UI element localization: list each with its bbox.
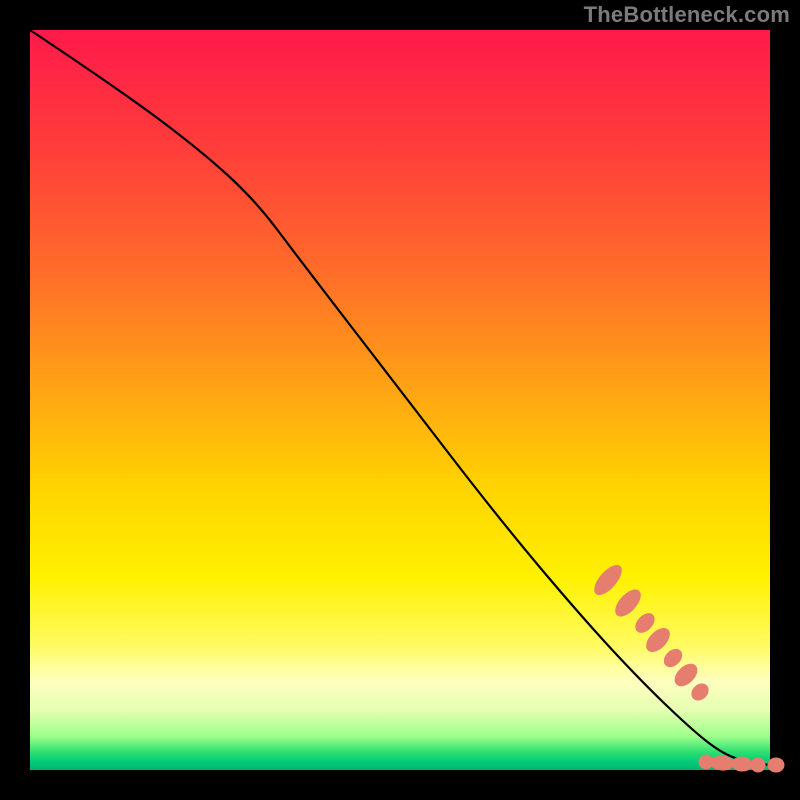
- marker-point: [732, 757, 752, 772]
- chart-svg: [0, 0, 800, 800]
- marker-point: [751, 758, 765, 772]
- marker-point: [768, 758, 784, 772]
- watermark-text: TheBottleneck.com: [584, 2, 790, 28]
- chart-canvas: { "watermark": { "text": "TheBottleneck.…: [0, 0, 800, 800]
- plot-gradient-area: [30, 30, 770, 770]
